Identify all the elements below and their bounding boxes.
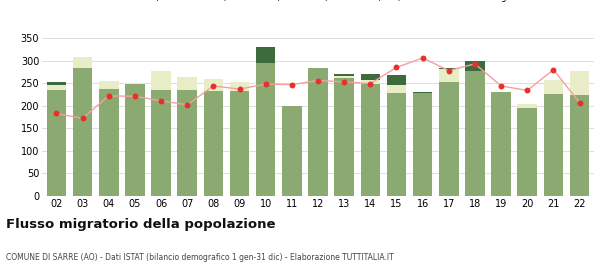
Bar — [465, 61, 485, 71]
Point — [261, 82, 271, 86]
Bar — [47, 85, 66, 90]
Bar — [413, 92, 433, 93]
Point — [287, 82, 296, 87]
Bar — [282, 106, 302, 196]
Bar — [386, 85, 406, 93]
Point — [548, 67, 558, 72]
Point — [235, 87, 244, 91]
Point — [575, 101, 584, 105]
Bar — [230, 91, 250, 196]
Bar — [334, 74, 354, 76]
Point — [418, 56, 427, 60]
Point — [523, 88, 532, 93]
Bar — [178, 77, 197, 90]
Bar — [203, 79, 223, 91]
Point — [313, 78, 323, 83]
Point — [78, 116, 88, 121]
Text: Flusso migratorio della popolazione: Flusso migratorio della popolazione — [6, 218, 275, 231]
Bar — [203, 91, 223, 196]
Bar — [99, 89, 119, 196]
Bar — [386, 75, 406, 85]
Point — [156, 99, 166, 103]
Bar — [570, 95, 589, 196]
Point — [470, 62, 480, 66]
Point — [209, 84, 218, 88]
Point — [182, 103, 192, 107]
Bar — [361, 84, 380, 196]
Point — [365, 81, 375, 86]
Text: COMUNE DI SARRE (AO) - Dati ISTAT (bilancio demografico 1 gen-31 dic) - Elaboraz: COMUNE DI SARRE (AO) - Dati ISTAT (bilan… — [6, 253, 394, 262]
Bar — [73, 57, 92, 68]
Point — [496, 84, 506, 88]
Legend: Iscritti (da altri comuni), Iscritti (dall'estero), Iscritti (altri), Cancellati: Iscritti (da altri comuni), Iscritti (da… — [109, 0, 527, 5]
Point — [444, 68, 454, 73]
Bar — [125, 83, 145, 84]
Bar — [47, 82, 66, 85]
Bar — [439, 68, 458, 69]
Bar — [230, 82, 250, 91]
Bar — [47, 90, 66, 196]
Bar — [544, 80, 563, 94]
Bar — [465, 71, 485, 196]
Bar — [517, 104, 537, 108]
Bar — [334, 76, 354, 78]
Bar — [439, 69, 458, 82]
Bar — [125, 84, 145, 196]
Bar — [99, 81, 119, 89]
Bar — [361, 80, 380, 84]
Point — [52, 111, 61, 116]
Bar — [361, 74, 380, 80]
Bar — [256, 47, 275, 63]
Bar — [334, 78, 354, 196]
Point — [392, 65, 401, 70]
Bar — [491, 92, 511, 196]
Point — [104, 94, 113, 98]
Bar — [544, 94, 563, 196]
Bar — [256, 63, 275, 196]
Bar — [570, 71, 589, 95]
Bar — [151, 90, 171, 196]
Bar — [386, 93, 406, 196]
Bar — [308, 68, 328, 196]
Point — [130, 94, 140, 99]
Bar — [178, 90, 197, 196]
Bar — [413, 93, 433, 196]
Point — [340, 80, 349, 84]
Bar — [73, 68, 92, 196]
Bar — [517, 108, 537, 196]
Bar — [439, 82, 458, 196]
Bar — [151, 71, 171, 90]
